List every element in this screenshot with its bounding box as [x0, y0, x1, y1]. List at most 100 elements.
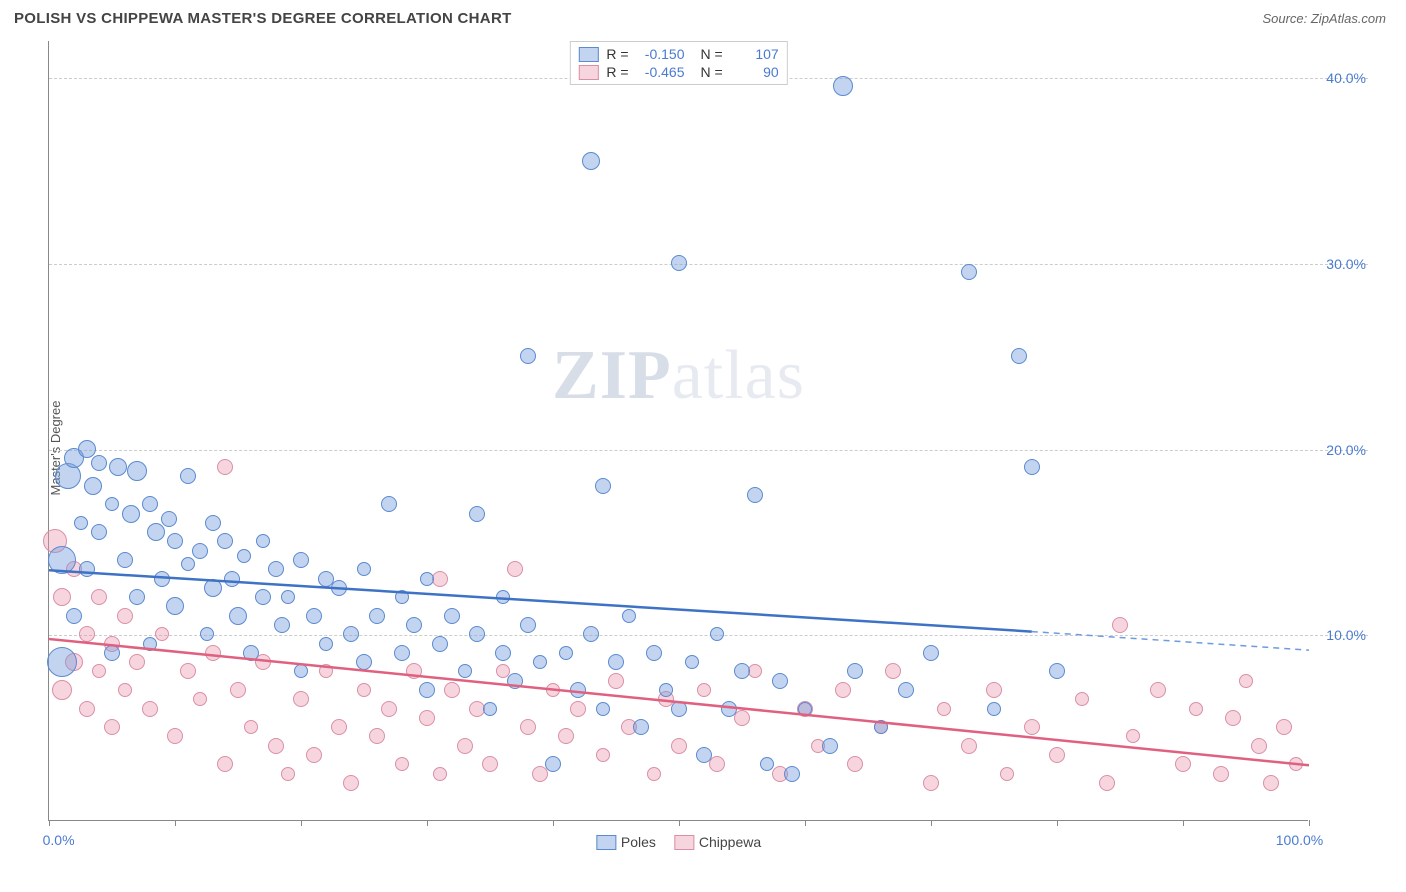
x-tick: [427, 820, 428, 826]
data-point-chippewa: [507, 561, 523, 577]
data-point-chippewa: [546, 683, 560, 697]
data-point-poles: [847, 663, 863, 679]
data-point-chippewa: [268, 738, 284, 754]
swatch-poles-icon: [596, 835, 616, 850]
data-point-chippewa: [92, 664, 106, 678]
data-point-chippewa: [1049, 747, 1065, 763]
x-tick: [175, 820, 176, 826]
gridline: [49, 264, 1368, 265]
data-point-chippewa: [395, 757, 409, 771]
data-point-chippewa: [205, 645, 221, 661]
x-tick: [679, 820, 680, 826]
data-point-poles: [369, 608, 385, 624]
header: POLISH VS CHIPPEWA MASTER'S DEGREE CORRE…: [0, 0, 1406, 33]
data-point-chippewa: [155, 627, 169, 641]
data-point-chippewa: [1075, 692, 1089, 706]
data-point-poles: [520, 348, 536, 364]
data-point-chippewa: [193, 692, 207, 706]
data-point-chippewa: [357, 683, 371, 697]
data-point-chippewa: [647, 767, 661, 781]
data-point-poles: [229, 607, 247, 625]
data-point-poles: [483, 702, 497, 716]
series-legend: Poles Chippewa: [596, 834, 761, 850]
data-point-poles: [357, 562, 371, 576]
data-point-poles: [255, 589, 271, 605]
data-point-chippewa: [381, 701, 397, 717]
data-point-chippewa: [217, 756, 233, 772]
data-point-chippewa: [1289, 757, 1303, 771]
x-tick-label: 100.0%: [1276, 832, 1323, 848]
data-point-chippewa: [986, 682, 1002, 698]
data-point-poles: [822, 738, 838, 754]
data-point-chippewa: [406, 663, 422, 679]
x-tick: [931, 820, 932, 826]
data-point-poles: [495, 645, 511, 661]
data-point-poles: [91, 455, 107, 471]
data-point-poles: [105, 497, 119, 511]
data-point-poles: [66, 608, 82, 624]
data-point-chippewa: [419, 710, 435, 726]
data-point-chippewa: [1239, 674, 1253, 688]
data-point-chippewa: [1276, 719, 1292, 735]
source-label: Source: ZipAtlas.com: [1262, 11, 1386, 26]
data-point-poles: [559, 646, 573, 660]
data-point-poles: [444, 608, 460, 624]
gridline: [49, 450, 1368, 451]
data-point-poles: [306, 608, 322, 624]
data-point-poles: [129, 589, 145, 605]
data-point-poles: [104, 645, 120, 661]
data-point-poles: [91, 524, 107, 540]
x-tick: [1057, 820, 1058, 826]
watermark: ZIPatlas: [552, 336, 805, 416]
data-point-chippewa: [1225, 710, 1241, 726]
x-tick-label: 0.0%: [43, 832, 75, 848]
data-point-chippewa: [104, 719, 120, 735]
data-point-poles: [987, 702, 1001, 716]
data-point-chippewa: [319, 664, 333, 678]
data-point-poles: [1024, 459, 1040, 475]
chart-area: Master's Degree ZIPatlas R = -0.150 N = …: [0, 33, 1406, 863]
data-point-chippewa: [1251, 738, 1267, 754]
data-point-poles: [469, 626, 485, 642]
data-point-poles: [181, 557, 195, 571]
data-point-poles: [200, 627, 214, 641]
data-point-chippewa: [847, 756, 863, 772]
x-tick: [301, 820, 302, 826]
data-point-poles: [256, 534, 270, 548]
data-point-poles: [394, 645, 410, 661]
data-point-poles: [47, 647, 77, 677]
data-point-poles: [406, 617, 422, 633]
data-point-poles: [147, 523, 165, 541]
data-point-poles: [496, 590, 510, 604]
data-point-poles: [545, 756, 561, 772]
data-point-chippewa: [1112, 617, 1128, 633]
stats-row-poles: R = -0.150 N = 107: [578, 45, 778, 63]
data-point-poles: [721, 701, 737, 717]
data-point-chippewa: [570, 701, 586, 717]
data-point-poles: [293, 552, 309, 568]
data-point-chippewa: [1189, 702, 1203, 716]
data-point-poles: [154, 571, 170, 587]
data-point-poles: [356, 654, 372, 670]
data-point-poles: [243, 645, 259, 661]
data-point-poles: [167, 533, 183, 549]
y-tick-label: 30.0%: [1326, 256, 1366, 272]
data-point-poles: [78, 440, 96, 458]
data-point-poles: [109, 458, 127, 476]
data-point-poles: [1011, 348, 1027, 364]
data-point-chippewa: [923, 775, 939, 791]
data-point-chippewa: [1126, 729, 1140, 743]
data-point-chippewa: [671, 738, 687, 754]
data-point-chippewa: [53, 588, 71, 606]
data-point-poles: [570, 682, 586, 698]
data-point-chippewa: [142, 701, 158, 717]
data-point-poles: [74, 516, 88, 530]
data-point-poles: [419, 682, 435, 698]
y-tick-label: 20.0%: [1326, 442, 1366, 458]
data-point-chippewa: [343, 775, 359, 791]
data-point-chippewa: [457, 738, 473, 754]
data-point-chippewa: [244, 720, 258, 734]
x-tick: [49, 820, 50, 826]
data-point-chippewa: [1150, 682, 1166, 698]
data-point-chippewa: [306, 747, 322, 763]
